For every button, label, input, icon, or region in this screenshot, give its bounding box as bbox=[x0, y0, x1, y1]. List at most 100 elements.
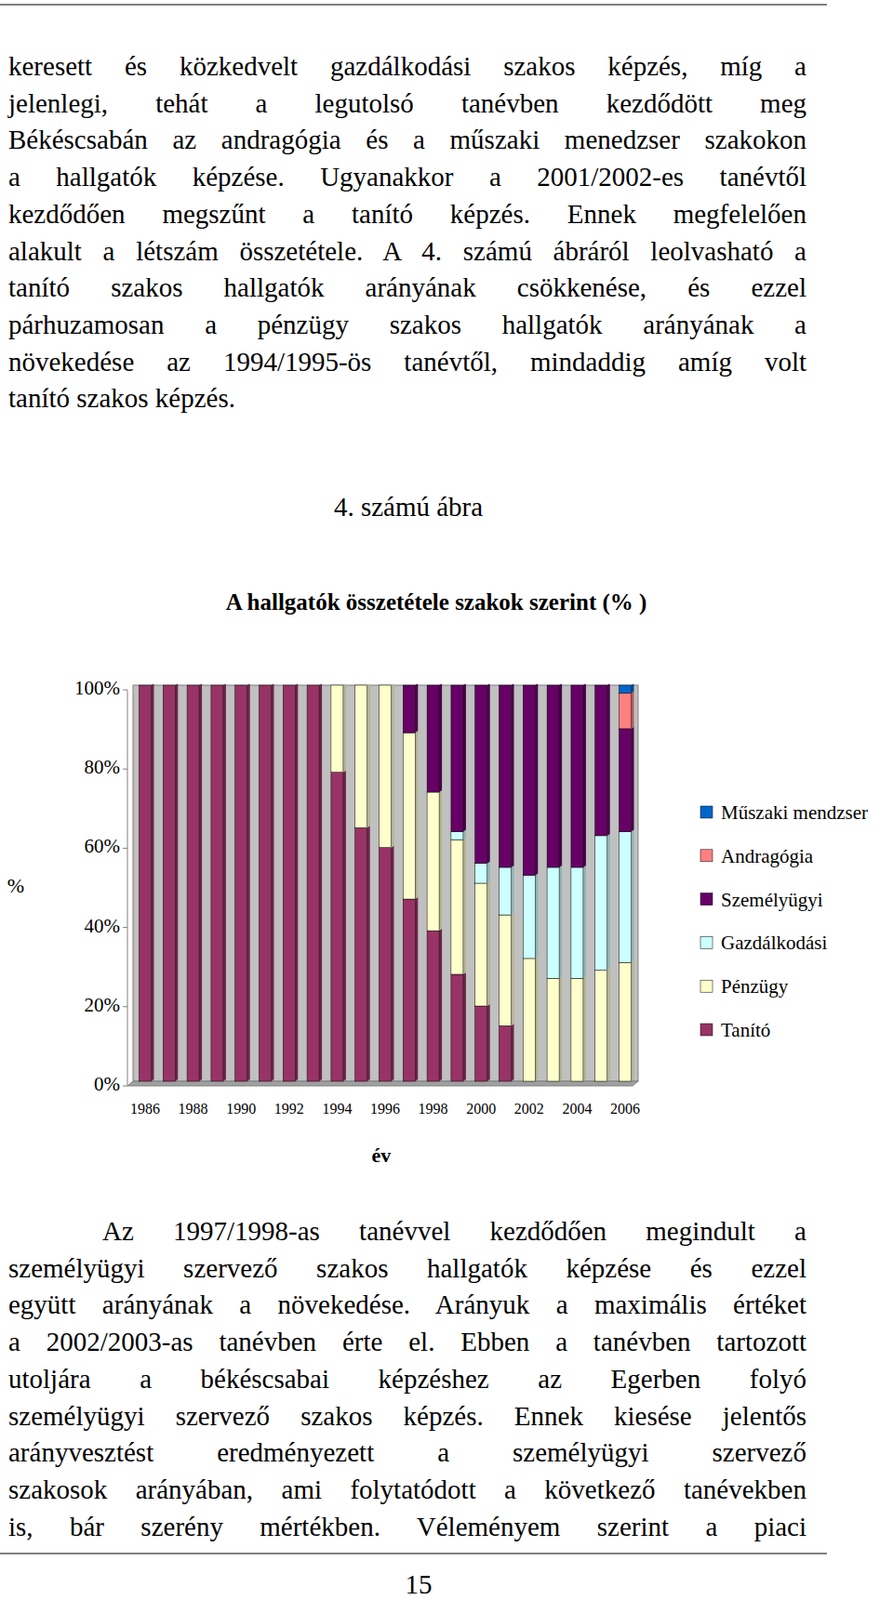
bar-segment bbox=[402, 685, 415, 687]
bar-side bbox=[319, 684, 322, 686]
x-tick-label: 1992 bbox=[274, 1101, 305, 1118]
bar-side bbox=[343, 684, 347, 686]
x-tick-label: 2002 bbox=[514, 1101, 545, 1118]
bar-side bbox=[271, 684, 275, 1082]
bar-segment bbox=[139, 685, 152, 1082]
bar-segment bbox=[211, 685, 224, 687]
bar-segment bbox=[499, 685, 512, 868]
bar-side bbox=[343, 684, 347, 686]
bar-segment bbox=[355, 685, 368, 687]
legend-label: Gazdálkodási bbox=[720, 932, 827, 955]
x-tick-label: 2000 bbox=[466, 1101, 496, 1118]
bar-segment bbox=[499, 915, 512, 1027]
bar-side bbox=[414, 897, 418, 1082]
bar-side bbox=[391, 684, 395, 686]
bar-side bbox=[174, 684, 178, 686]
bar-segment bbox=[186, 685, 200, 687]
bar-side bbox=[247, 684, 251, 686]
y-tick bbox=[122, 927, 128, 929]
bar-segment bbox=[211, 685, 224, 687]
bar-side bbox=[319, 684, 322, 1082]
bar-segment bbox=[379, 685, 392, 849]
bar-side bbox=[367, 684, 371, 686]
bar-side bbox=[631, 684, 635, 694]
legend-swatch bbox=[700, 936, 713, 949]
bar-side bbox=[559, 684, 562, 686]
text-line: a 2002/2003-as tanévben érte el. Ebben a… bbox=[8, 1323, 807, 1361]
bar-side bbox=[294, 684, 298, 686]
text-line: szakosok arányában, ami folytatódott a k… bbox=[8, 1471, 807, 1509]
bar-side bbox=[391, 846, 395, 1082]
plot-floor bbox=[127, 1081, 639, 1087]
bar-segment bbox=[282, 685, 295, 687]
bar-side bbox=[487, 862, 491, 884]
bar-segment bbox=[306, 685, 320, 687]
bar-side bbox=[343, 684, 347, 686]
bar-segment bbox=[186, 685, 200, 687]
bar-segment bbox=[331, 685, 344, 687]
text-line: együtt arányának a növekedése. Arányuk a… bbox=[8, 1286, 807, 1324]
bar-side bbox=[511, 866, 515, 916]
legend-label: Andragógia bbox=[720, 845, 814, 868]
x-tick-label: 2004 bbox=[561, 1101, 592, 1118]
page-graphics: 4. számú ábra15A hallgatók összetétele s… bbox=[0, 0, 893, 1600]
bar-side bbox=[223, 684, 227, 686]
legend-swatch bbox=[700, 980, 713, 993]
bar-segment bbox=[595, 971, 608, 1082]
x-tick-label: 2006 bbox=[610, 1101, 640, 1118]
bar-segment bbox=[522, 875, 535, 959]
bar-segment bbox=[139, 685, 152, 687]
bar-side bbox=[391, 684, 395, 686]
bar-side bbox=[463, 684, 467, 686]
y-tick bbox=[122, 690, 128, 692]
bar-side bbox=[631, 727, 635, 833]
bar-segment bbox=[402, 733, 415, 900]
bar-side bbox=[583, 684, 587, 868]
bar-segment bbox=[619, 693, 632, 730]
legend-swatch bbox=[700, 893, 713, 907]
bar-segment bbox=[282, 685, 295, 1082]
bar-side bbox=[607, 684, 611, 837]
bar-side bbox=[151, 684, 155, 686]
bar-side bbox=[391, 684, 395, 686]
bar-segment bbox=[522, 685, 535, 687]
bar-segment bbox=[211, 685, 224, 687]
bar-segment bbox=[475, 883, 488, 1007]
bar-side bbox=[319, 684, 322, 686]
bar-segment bbox=[426, 685, 440, 687]
bar-side bbox=[271, 684, 275, 686]
bar-side bbox=[534, 684, 538, 686]
bar-side bbox=[439, 684, 442, 686]
bar-segment bbox=[235, 685, 248, 687]
bar-segment bbox=[162, 685, 175, 687]
bar-segment bbox=[451, 839, 464, 975]
bar-side bbox=[151, 684, 155, 686]
bar-side bbox=[583, 976, 587, 1082]
legend-swatch bbox=[700, 1024, 713, 1037]
bar-segment bbox=[282, 685, 295, 687]
bar-segment bbox=[259, 685, 272, 687]
bar-segment bbox=[235, 685, 248, 1082]
y-tick-label: 100% bbox=[74, 677, 120, 700]
bar-side bbox=[271, 684, 275, 686]
y-tick-label: 20% bbox=[84, 994, 121, 1017]
bar-segment bbox=[186, 685, 200, 687]
figure-label: 4. számú ábra bbox=[333, 492, 483, 522]
bar-side bbox=[439, 684, 442, 793]
bar-side bbox=[174, 684, 178, 686]
bar-side bbox=[199, 684, 202, 686]
text-line: növekedése az 1994/1995-ös tanévtől, min… bbox=[8, 343, 807, 381]
bar-segment bbox=[235, 685, 248, 687]
bar-segment bbox=[619, 685, 632, 694]
text-line: személyügyi szervező szakos képzés. Enne… bbox=[8, 1398, 807, 1436]
bar-segment bbox=[571, 978, 584, 1082]
bar-side bbox=[247, 684, 251, 686]
y-tick bbox=[122, 848, 128, 850]
bar-side bbox=[174, 684, 178, 686]
bar-segment bbox=[451, 685, 464, 687]
x-tick-label: 1988 bbox=[178, 1101, 209, 1118]
bar-segment bbox=[331, 685, 344, 774]
bar-side bbox=[294, 684, 298, 686]
bar-side bbox=[174, 684, 178, 1082]
bar-side bbox=[463, 684, 467, 686]
